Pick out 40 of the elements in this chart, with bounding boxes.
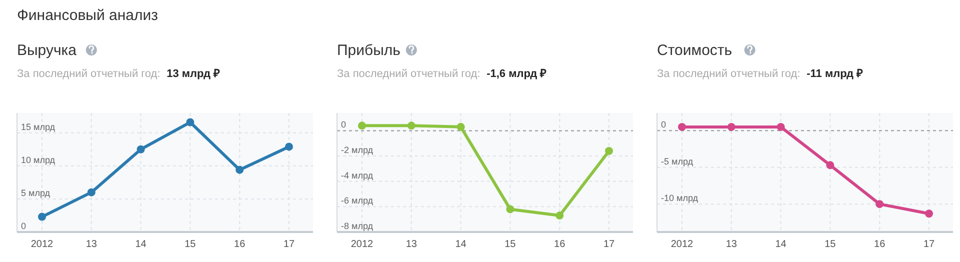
y-tick-label: -8 млрд bbox=[341, 221, 374, 231]
y-tick-label: -2 млрд bbox=[341, 145, 374, 156]
y-tick-label: 0 bbox=[21, 221, 26, 231]
x-tick-label: 16 bbox=[234, 239, 246, 250]
text: -11 млрд ₽ bbox=[806, 68, 864, 80]
x-tick-label: 15 bbox=[504, 239, 516, 250]
x-tick-label: 13 bbox=[86, 239, 98, 250]
text: -1,6 млрд ₽ bbox=[486, 68, 548, 80]
chart-title: Стоимость bbox=[657, 42, 732, 59]
x-tick-label: 17 bbox=[283, 239, 295, 250]
x-tick-label: 13 bbox=[726, 239, 738, 250]
x-tick-label: 16 bbox=[874, 239, 886, 250]
y-tick-label: 0 bbox=[661, 120, 666, 130]
text: 13 млрд ₽ bbox=[166, 68, 220, 80]
x-tick-label: 17 bbox=[923, 239, 935, 250]
x-tick-label: 16 bbox=[554, 239, 566, 250]
chart-subtitle: За последний отчетный год: bbox=[657, 68, 800, 80]
y-tick-label: -6 млрд bbox=[341, 196, 374, 206]
chart-subtitle: За последний отчетный год: bbox=[17, 68, 160, 80]
x-tick-label: 2012 bbox=[350, 239, 374, 250]
y-tick-label: 15 млрд bbox=[21, 122, 56, 132]
x-tick-label: 15 bbox=[824, 239, 836, 250]
chart-subtitle: За последний отчетный год: bbox=[337, 68, 480, 80]
x-tick-label: 14 bbox=[775, 239, 787, 250]
text: Финансовый анализ bbox=[17, 7, 158, 24]
x-tick-label: 13 bbox=[406, 239, 418, 250]
x-tick-label: 17 bbox=[603, 239, 615, 250]
chart-title: Прибыль bbox=[337, 42, 401, 59]
x-tick-label: 14 bbox=[135, 239, 147, 250]
x-tick-label: 2012 bbox=[670, 239, 694, 250]
y-tick-label: -10 млрд bbox=[661, 193, 699, 204]
y-tick-label: 5 млрд bbox=[21, 188, 51, 198]
x-tick-label: 15 bbox=[184, 239, 196, 250]
chart-title: Выручка bbox=[17, 42, 78, 59]
y-tick-label: -5 млрд bbox=[661, 156, 694, 166]
x-tick-label: 2012 bbox=[30, 239, 54, 250]
x-tick-label: 14 bbox=[455, 239, 467, 250]
y-tick-label: -4 млрд bbox=[341, 170, 374, 180]
y-tick-label: 10 млрд bbox=[21, 154, 56, 165]
y-tick-label: 0 bbox=[341, 120, 346, 130]
